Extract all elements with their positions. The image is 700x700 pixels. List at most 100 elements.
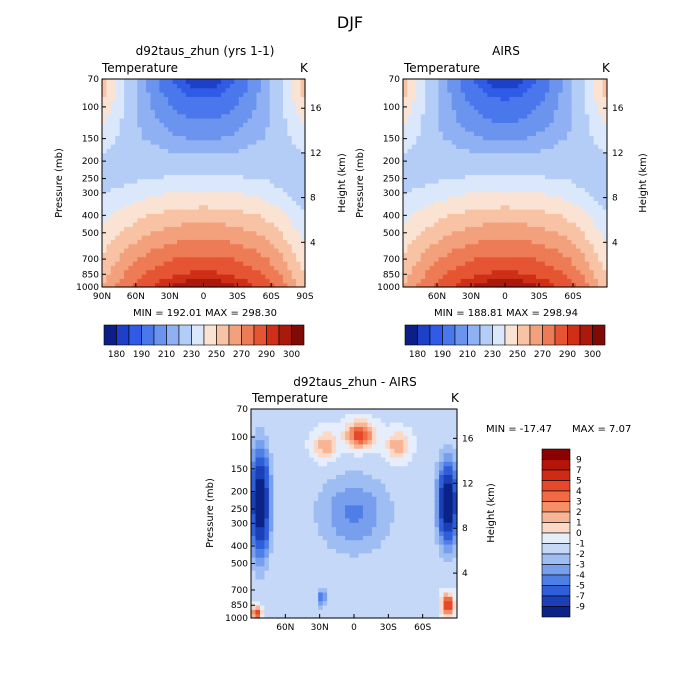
- heat-cell: [571, 269, 577, 275]
- heat-cell: [562, 226, 568, 232]
- heat-cell: [128, 269, 134, 275]
- heat-cell: [438, 152, 444, 158]
- heat-cell: [154, 204, 160, 210]
- heat-cell: [172, 213, 178, 219]
- heat-cell: [154, 209, 160, 214]
- heat-cell: [159, 269, 165, 275]
- heat-cell: [207, 100, 213, 106]
- heat-cell: [168, 200, 174, 206]
- heat-cell: [277, 430, 283, 436]
- heat-cell: [247, 183, 253, 188]
- heat-cell: [544, 200, 550, 206]
- heat-cell: [277, 435, 283, 441]
- heat-cell: [282, 448, 288, 454]
- heat-cell: [119, 165, 125, 171]
- heat-cell: [154, 113, 160, 119]
- heat-cell: [451, 83, 457, 89]
- heat-cell: [234, 113, 240, 119]
- heat-cell: [420, 248, 426, 253]
- heat-cell: [132, 252, 138, 258]
- heat-cell: [491, 256, 497, 262]
- heat-cell: [119, 269, 125, 275]
- heat-cell: [282, 609, 288, 615]
- heat-cell: [296, 100, 302, 106]
- heat-cell: [447, 92, 453, 97]
- heat-cell: [207, 269, 213, 275]
- colorbar-box: [191, 324, 205, 346]
- heat-cell: [269, 200, 275, 206]
- heat-cell: [584, 122, 590, 128]
- heat-cell: [286, 461, 292, 467]
- heat-cell: [553, 265, 559, 271]
- heat-cell: [509, 165, 515, 171]
- heat-cell: [194, 183, 200, 188]
- heat-cell: [291, 79, 297, 84]
- heat-cell: [558, 100, 564, 106]
- heat-cell: [255, 522, 261, 528]
- heat-cell: [469, 278, 475, 284]
- heat-cell: [500, 170, 506, 175]
- heat-cell: [571, 161, 577, 167]
- heat-cell: [478, 248, 484, 253]
- heat-cell: [602, 139, 608, 145]
- heat-cell: [469, 174, 475, 180]
- heat-cell: [509, 235, 515, 240]
- heat-cell: [482, 92, 488, 97]
- heat-cell: [268, 600, 274, 606]
- heat-cell: [522, 92, 528, 97]
- heat-cell: [469, 191, 475, 197]
- heat-cell: [571, 105, 577, 110]
- heat-cell: [128, 170, 134, 175]
- heat-cell: [473, 96, 479, 102]
- heat-cell: [194, 274, 200, 279]
- heat-cell: [434, 148, 440, 154]
- heat-cell: [438, 243, 444, 249]
- heat-cell: [584, 96, 590, 102]
- heat-cell: [527, 183, 533, 188]
- heat-cell: [212, 152, 218, 158]
- heat-cell: [527, 196, 533, 201]
- heat-cell: [403, 100, 409, 106]
- heat-cell: [132, 87, 138, 93]
- heat-cell: [172, 83, 178, 89]
- heat-cell: [451, 118, 457, 123]
- heat-cell: [277, 452, 283, 458]
- heat-cell: [602, 239, 608, 245]
- heat-cell: [243, 170, 249, 175]
- heat-cell: [251, 496, 257, 502]
- heat-cell: [282, 109, 288, 115]
- heat-cell: [544, 191, 550, 197]
- colorbar-box: [153, 324, 167, 346]
- heat-cell: [407, 105, 413, 110]
- heat-cell: [558, 126, 564, 132]
- heat-cell: [496, 165, 502, 171]
- heat-cell: [416, 191, 422, 197]
- heat-cell: [212, 209, 218, 214]
- heat-cell: [128, 278, 134, 284]
- heat-cell: [225, 191, 231, 197]
- heat-cell: [598, 170, 604, 175]
- heat-cell: [509, 152, 515, 158]
- heat-cell: [255, 535, 261, 541]
- heat-cell: [575, 161, 581, 167]
- heat-cell: [575, 144, 581, 149]
- heat-cell: [584, 278, 590, 284]
- heat-cell: [168, 152, 174, 158]
- heat-cell: [456, 105, 462, 110]
- heat-cell: [496, 226, 502, 232]
- heat-cell: [181, 178, 187, 184]
- heat-cell: [549, 174, 555, 180]
- heat-cell: [287, 256, 293, 262]
- heat-cell: [154, 87, 160, 93]
- heat-cell: [522, 126, 528, 132]
- heat-cell: [102, 274, 108, 279]
- heat-cell: [575, 204, 581, 210]
- heat-cell: [141, 118, 147, 123]
- heat-cell: [544, 252, 550, 258]
- heat-cell: [238, 196, 244, 201]
- heat-cell: [199, 217, 205, 223]
- heat-cell: [491, 222, 497, 227]
- heat-cell: [212, 265, 218, 271]
- heat-cell: [203, 100, 209, 106]
- heat-cell: [598, 161, 604, 167]
